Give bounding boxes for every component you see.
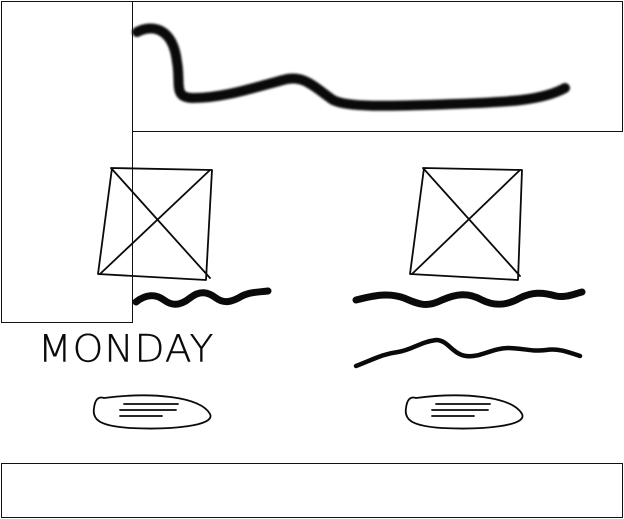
- header-chart-scribble: [132, 23, 570, 111]
- action-button-sketch-1[interactable]: [90, 390, 220, 432]
- image-placeholder-1: [97, 167, 213, 281]
- sidebar-panel: [1, 1, 133, 323]
- action-button-sketch-2[interactable]: [402, 390, 532, 432]
- footer-bar: [1, 463, 623, 518]
- day-label: MONDAY: [38, 328, 215, 371]
- image-placeholder-2: [409, 167, 523, 281]
- text-line-scribble-1a: [132, 287, 272, 308]
- text-line-scribble-2b: [353, 337, 583, 369]
- header-banner: [132, 1, 623, 132]
- text-line-scribble-2a: [352, 288, 586, 308]
